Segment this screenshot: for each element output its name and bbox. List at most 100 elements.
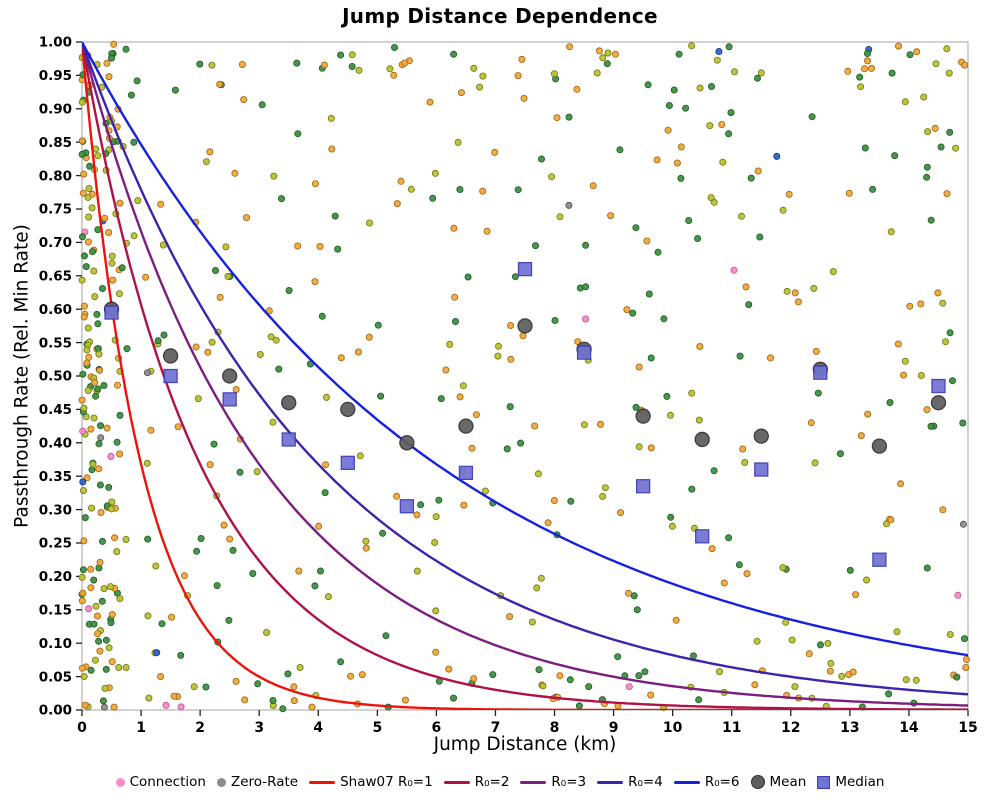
- scatter-point-olive: [548, 173, 556, 181]
- scatter-point-orange: [767, 354, 775, 362]
- scatter-point-olive: [263, 629, 271, 637]
- scatter-point-pink: [730, 266, 738, 274]
- legend-item-zero-rate: Zero-Rate: [216, 774, 298, 790]
- scatter-point-orange: [192, 343, 200, 351]
- scatter-point-olive: [706, 122, 714, 130]
- scatter-point-green: [861, 144, 869, 152]
- scatter-point-pink: [85, 605, 93, 613]
- scatter-point-olive: [115, 290, 123, 298]
- scatter-point-olive: [788, 636, 796, 644]
- scatter-point-orange: [105, 73, 113, 81]
- scatter-point-orange: [390, 71, 398, 79]
- scatter-point-olive: [731, 68, 739, 76]
- y-tick-label: 0.75: [39, 202, 72, 218]
- scatter-point-orange: [85, 353, 93, 361]
- scatter-points: [78, 40, 970, 713]
- scatter-point-orange: [934, 289, 942, 297]
- scatter-point-orange: [290, 683, 298, 691]
- scatter-point-green: [93, 310, 101, 318]
- scatter-point-orange: [917, 300, 925, 308]
- scatter-point-orange: [206, 148, 214, 156]
- scatter-point-olive: [635, 443, 643, 451]
- scatter-point-olive: [432, 513, 440, 521]
- scatter-point-green: [808, 113, 816, 121]
- y-tick-label: 0.55: [39, 335, 72, 351]
- scatter-point-green: [160, 331, 168, 339]
- plot-frame: [81, 41, 969, 711]
- scatter-point-gray: [100, 703, 108, 711]
- scatter-point-green: [670, 86, 678, 94]
- scatter-point-green: [316, 567, 324, 575]
- scatter-point-olive: [459, 382, 467, 390]
- scatter-point-olive: [269, 418, 277, 426]
- scatter-point-olive: [101, 684, 109, 692]
- mean-marker: [399, 435, 415, 451]
- scatter-point-olive: [857, 83, 865, 91]
- scatter-point-olive: [863, 576, 871, 584]
- r-4-line-icon: [597, 780, 624, 784]
- y-tick-label: 0.00: [39, 703, 72, 719]
- x-tick-label: 0: [77, 720, 87, 736]
- y-tick-label: 0.10: [39, 636, 72, 652]
- scatter-point-green: [334, 245, 342, 253]
- scatter-point-green: [725, 130, 733, 138]
- scatter-point-green: [517, 439, 525, 447]
- scatter-point-orange: [445, 665, 453, 673]
- scatter-point-olive: [88, 204, 96, 212]
- scatter-point-green: [677, 174, 685, 182]
- scatter-point-orange: [550, 496, 558, 504]
- scatter-point-green: [144, 535, 152, 543]
- scatter-point-green: [747, 174, 755, 182]
- scatter-point-orange: [311, 278, 319, 286]
- scatter-point-green: [293, 59, 301, 67]
- scatter-point-green: [94, 320, 102, 328]
- scatter-point-orange: [468, 444, 476, 452]
- scatter-point-green: [105, 483, 113, 491]
- scatter-point-olive: [668, 522, 676, 530]
- scatter-point-olive: [952, 144, 960, 152]
- scatter-point-orange: [635, 363, 643, 371]
- scatter-point-orange: [116, 450, 124, 458]
- scatter-point-olive: [533, 584, 541, 592]
- scatter-point-olive: [431, 539, 439, 547]
- scatter-point-olive: [272, 336, 280, 344]
- y-tick-label: 0.25: [39, 536, 72, 552]
- scatter-point-orange: [597, 420, 605, 428]
- scatter-point-olive: [327, 114, 335, 122]
- scatter-point-green: [511, 273, 519, 281]
- scatter-point-olive: [365, 219, 373, 227]
- scatter-point-orange: [96, 366, 104, 374]
- scatter-point-green: [885, 690, 893, 698]
- scatter-point-olive: [208, 61, 216, 69]
- scatter-point-orange: [887, 516, 895, 524]
- scatter-point-olive: [256, 350, 264, 358]
- scatter-point-green: [348, 63, 356, 71]
- scatter-point-olive: [476, 83, 484, 91]
- scatter-point-olive: [80, 404, 88, 412]
- scatter-point-olive: [695, 416, 703, 424]
- scatter-point-green: [688, 485, 696, 493]
- chart-title: Jump Distance Dependence: [342, 4, 658, 28]
- legend-label: Mean: [769, 774, 807, 790]
- scatter-point-green: [456, 185, 464, 193]
- scatter-point-gray: [97, 434, 105, 442]
- y-tick-label: 0.85: [39, 135, 72, 151]
- scatter-point-green: [171, 86, 179, 94]
- scatter-point-green: [736, 352, 744, 360]
- scatter-point-green: [211, 266, 219, 274]
- scatter-point-green: [665, 102, 673, 110]
- scatter-point-olive: [78, 98, 86, 106]
- curve-r-4: [82, 42, 968, 696]
- scatter-point-green: [116, 411, 124, 419]
- scatter-point-orange: [78, 137, 86, 145]
- scatter-point-olive: [741, 458, 749, 466]
- zero-rate-dot-icon: [216, 777, 226, 787]
- y-tick-label: 0.95: [39, 68, 72, 84]
- scatter-point-olive: [190, 683, 198, 691]
- scatter-point-orange: [625, 589, 633, 597]
- scatter-point-orange: [520, 94, 528, 102]
- scatter-point-green: [377, 392, 385, 400]
- scatter-point-green: [708, 83, 716, 91]
- scatter-point-orange: [894, 340, 902, 348]
- mean-marker: [458, 418, 474, 434]
